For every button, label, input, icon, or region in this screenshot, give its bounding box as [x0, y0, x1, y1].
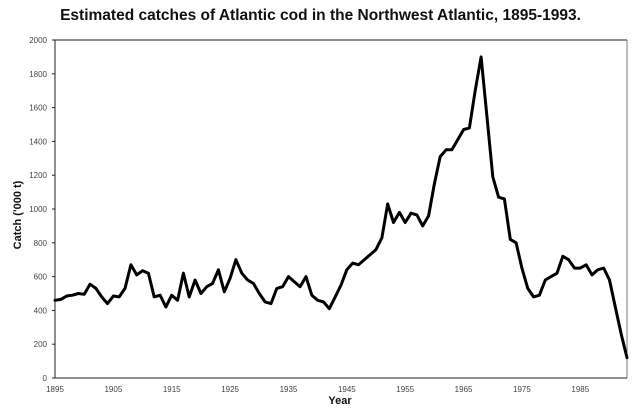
y-axis-ticks: 0 200 400 600 800 1000 1200 1400 1600 1800 2000: [29, 36, 55, 383]
x-tick-label: 1955: [396, 385, 414, 394]
y-tick-label: 1800: [29, 70, 47, 79]
x-tick-label: 1895: [46, 385, 64, 394]
x-tick-label: 1935: [280, 385, 298, 394]
y-tick-label: 1000: [29, 205, 47, 214]
y-tick-label: 200: [34, 340, 48, 349]
x-tick-label: 1975: [513, 385, 531, 394]
y-tick-label: 600: [34, 273, 48, 282]
y-tick-label: 1600: [29, 104, 47, 113]
x-tick-label: 1965: [455, 385, 473, 394]
y-tick-label: 800: [34, 239, 48, 248]
catch-series-line: [53, 55, 629, 360]
x-tick-label: 1915: [163, 385, 181, 394]
x-tick-label: 1905: [104, 385, 122, 394]
x-tick-label: 1945: [338, 385, 356, 394]
y-axis-label: Catch ('000 t): [12, 180, 24, 249]
x-axis-ticks: 1895 1905 1915 1925 1935 1945 1955 1965 1975 1985: [46, 385, 590, 394]
y-tick-label: 2000: [29, 36, 47, 45]
y-tick-label: 1400: [29, 137, 47, 146]
x-tick-label: 1925: [221, 385, 239, 394]
x-tick-label: 1985: [571, 385, 589, 394]
chart-title: Estimated catches of Atlantic cod in the…: [60, 7, 581, 24]
x-axis-label: Year: [328, 395, 352, 407]
y-tick-label: 0: [43, 374, 48, 383]
y-tick-label: 1200: [29, 171, 47, 180]
y-tick-label: 400: [34, 306, 48, 315]
